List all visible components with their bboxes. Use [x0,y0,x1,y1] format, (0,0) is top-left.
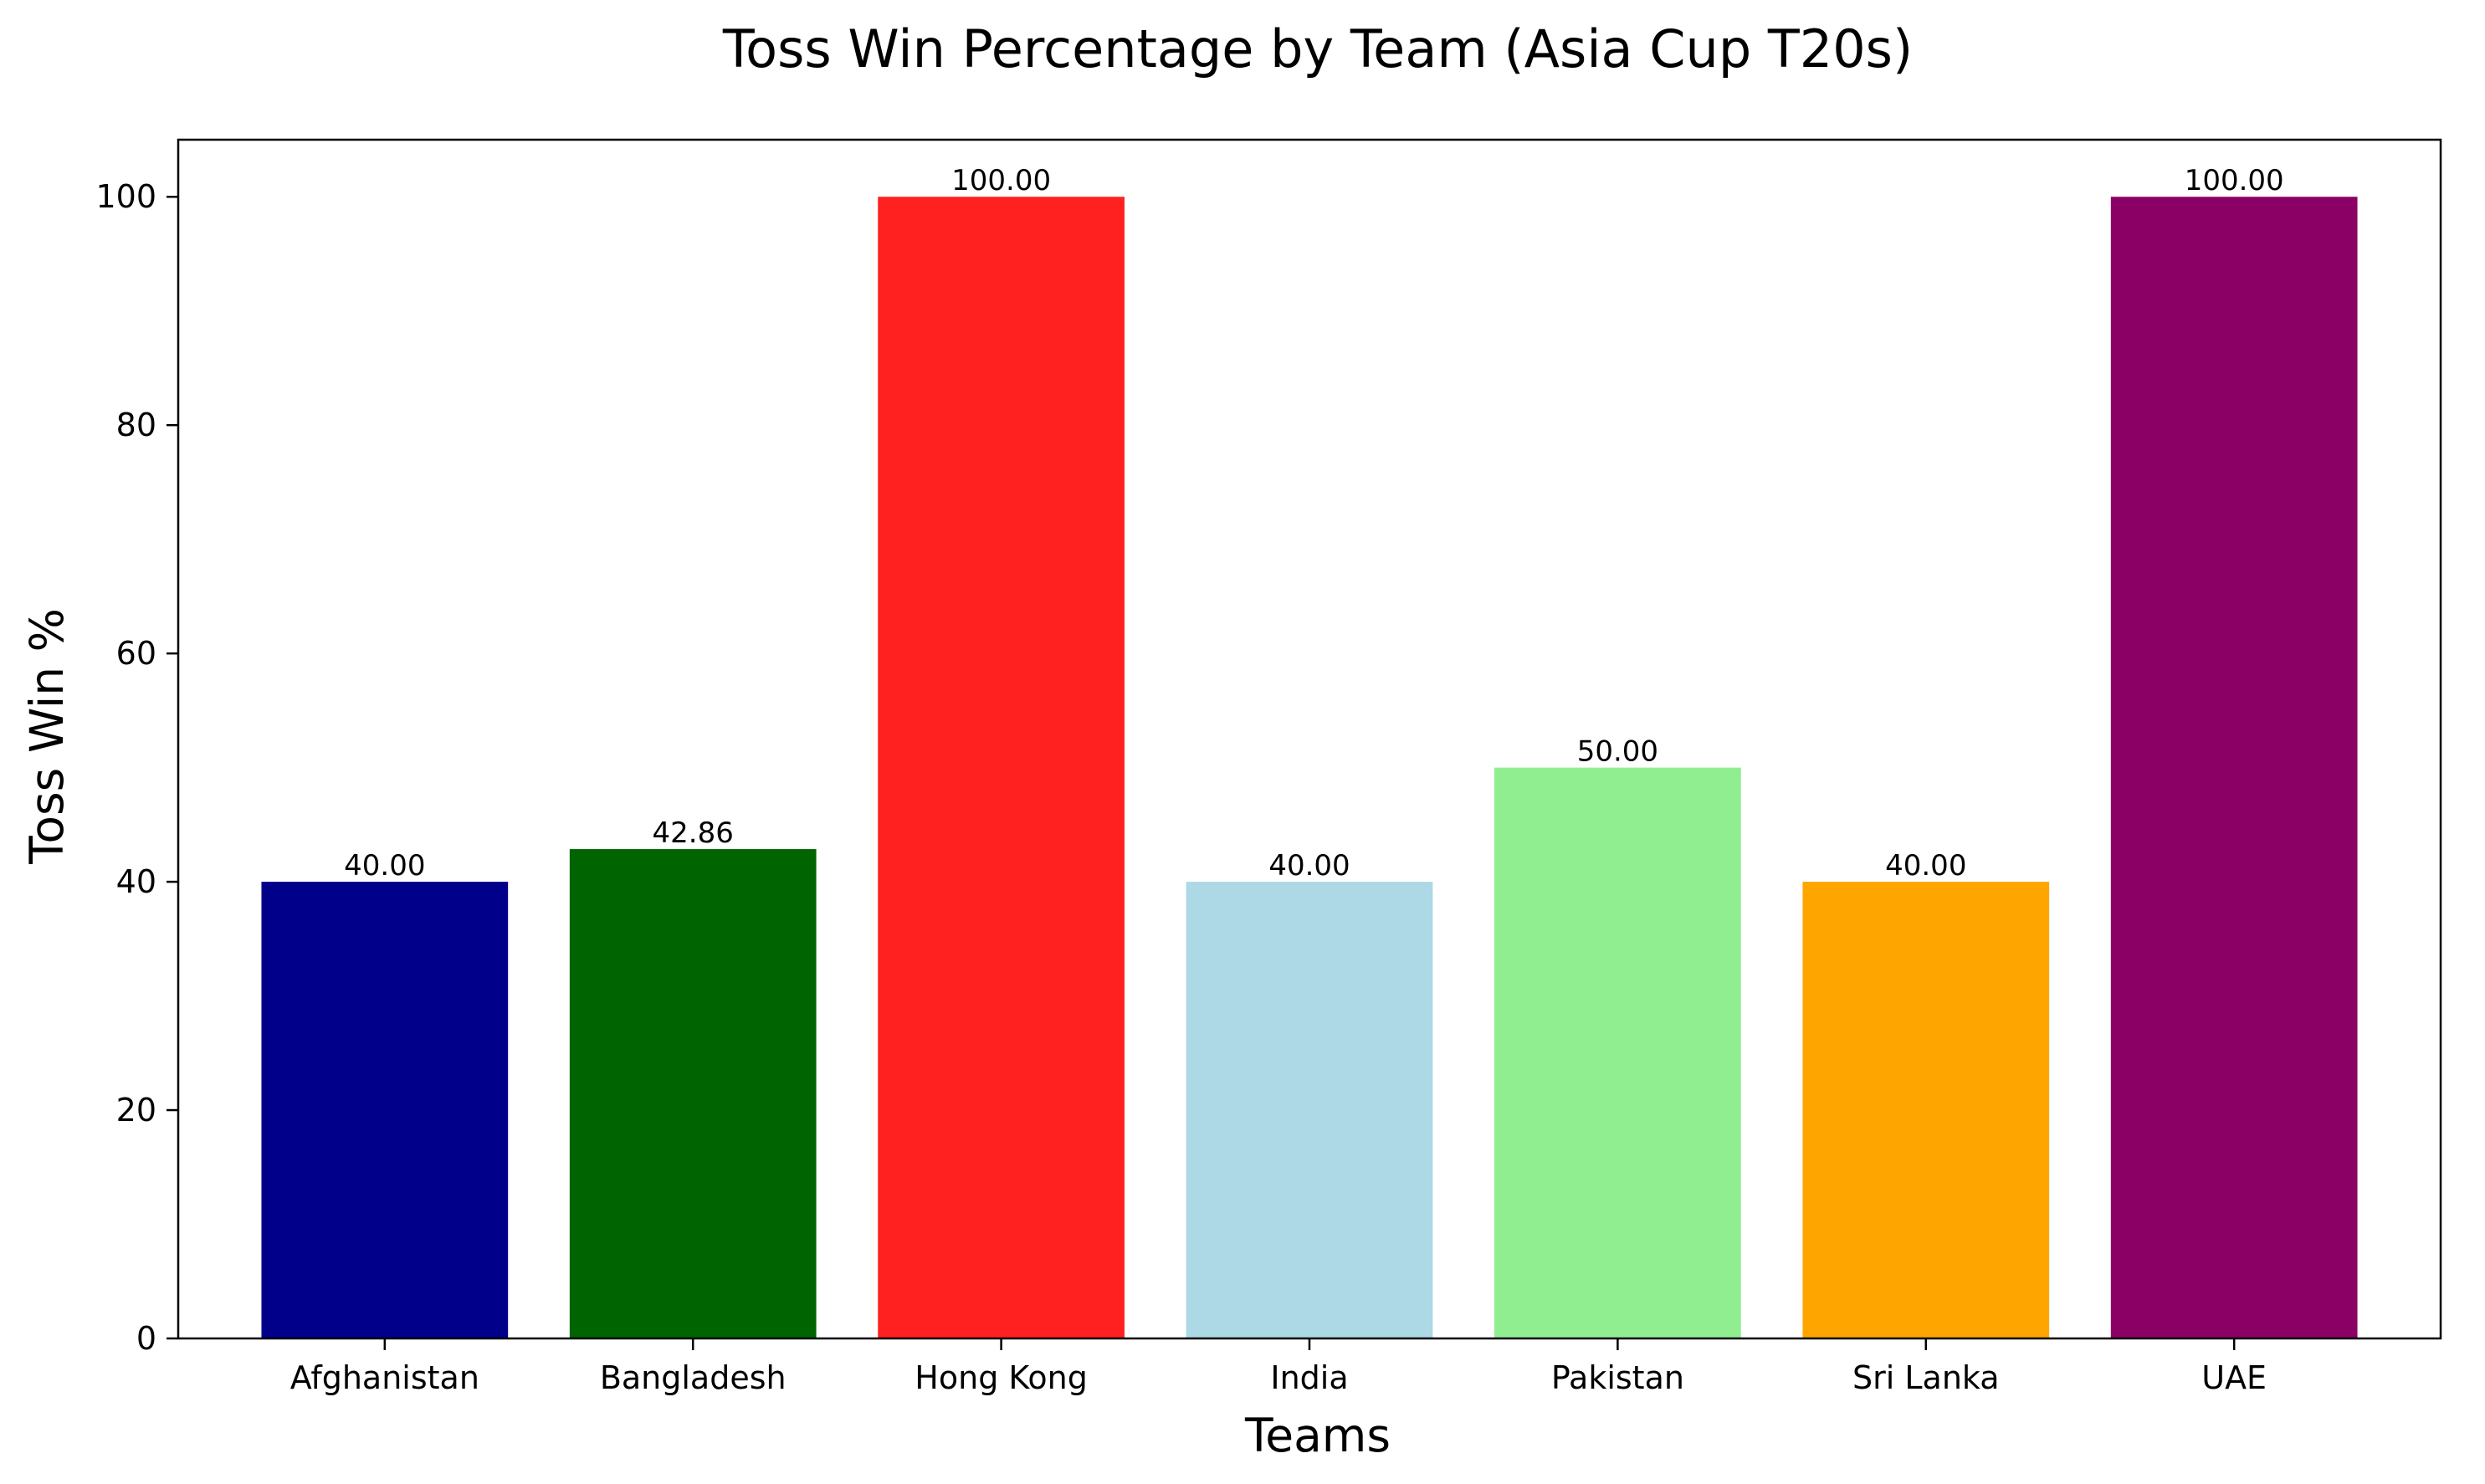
data-label: 40.00 [1885,849,1966,883]
y-tick-label: 20 [116,1092,156,1128]
bar-uae [2110,197,2358,1339]
bar-india [1186,882,1433,1338]
data-label: 100.00 [2185,164,2284,197]
x-tick-label: UAE [2201,1359,2267,1396]
x-axis-label: Teams [1244,1409,1391,1462]
x-tick-label: India [1270,1359,1348,1396]
bar-hong-kong [878,197,1125,1339]
y-tick-label: 60 [116,635,156,672]
y-tick-label: 80 [116,407,156,443]
x-tick-label: Afghanistan [290,1359,479,1396]
y-axis-label: Toss Win % [20,608,74,865]
chart-title: Toss Win Percentage by Team (Asia Cup T2… [722,18,1913,79]
y-tick-label: 100 [95,178,156,215]
y-tick-label: 40 [116,863,156,900]
bar-afghanistan [261,882,509,1338]
x-tick-label: Bangladesh [600,1359,786,1396]
y-tick-label: 0 [136,1320,156,1357]
data-label: 50.00 [1577,735,1658,769]
bar-pakistan [1494,767,1741,1338]
x-tick-label: Pakistan [1551,1359,1684,1396]
bar-bangladesh [569,849,817,1338]
data-label: 40.00 [344,849,425,883]
x-tick-label: Sri Lanka [1852,1359,2000,1396]
bar-sri-lanka [1802,882,2050,1338]
x-tick-label: Hong Kong [915,1359,1088,1396]
plot-area: 40.00 Afghanistan 42.86 Bangladesh 100.00 Hon… [95,138,2442,1396]
plot-frame [177,138,2442,1340]
data-label: 100.00 [951,164,1051,197]
data-label: 40.00 [1268,849,1350,883]
data-label: 42.86 [653,816,734,850]
